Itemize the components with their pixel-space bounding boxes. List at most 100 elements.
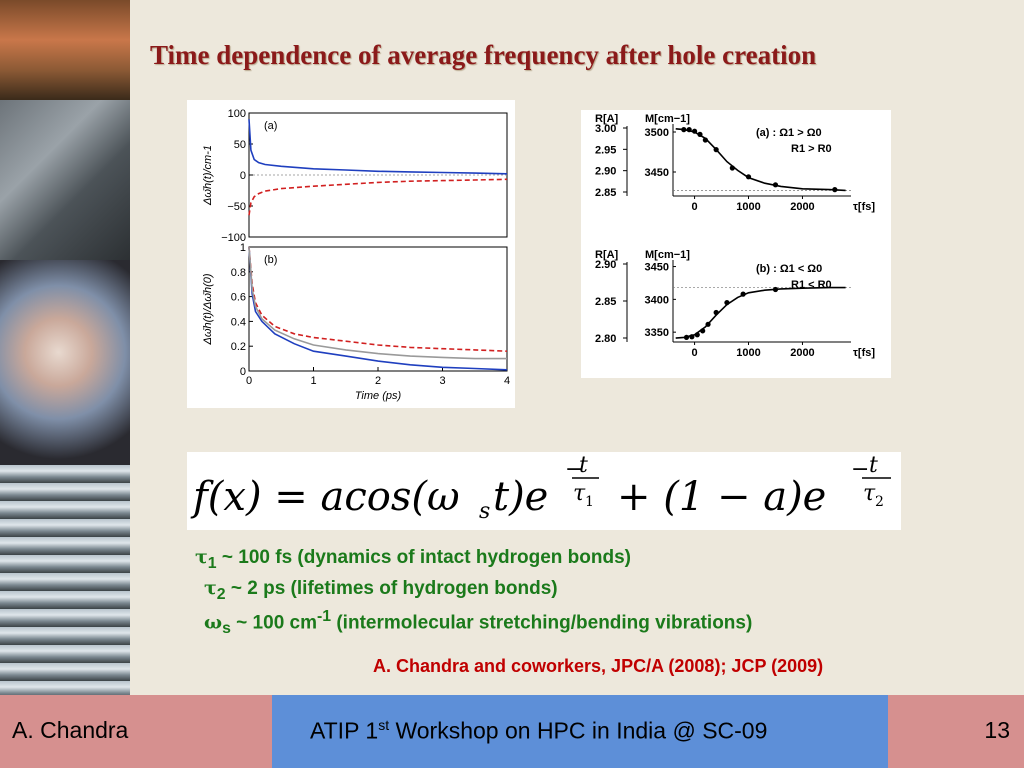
bullet-omega: ωs ~ 100 cm-1 (intermolecular stretching… [204,608,752,638]
chart-c: 0 1000 2000 τ[fs] 3500 3450 M[cm−1] 3.00 2.95 2.9… [595,113,875,213]
y-axis-label: Δω̄h(t)/cm-1 [202,145,214,206]
r-tick-label: 2.90 [595,259,616,271]
chart-a: 100 50 0 −50 −100 (a) Δω̄h(t)/cm-1 [202,108,508,244]
bullet-tau2: τ2 ~ 2 ps (lifetimes of hydrogen bonds) [204,577,558,604]
slide-title: Time dependence of average frequency aft… [150,40,817,70]
m-axis-label: M[cm−1] [645,113,690,125]
m-tick-label: 3450 [645,167,669,179]
formula-svg: f(x) = acos(ω s t)e − t τ 1 + (1 − a)e −… [190,453,891,524]
formula-exp2-minus: − [851,457,869,482]
data-point [772,182,779,188]
data-point [686,127,692,133]
plot-frame [248,246,508,372]
formula-mid2: + (1 − a)e [617,474,826,520]
y-tick-label: 0.6 [231,292,246,304]
footer-author-box: A. Chandra [0,695,272,768]
data-point [683,334,690,341]
formula-exp1-den-sub: 1 [585,494,594,510]
y-tick-label: 0 [240,366,246,378]
y-tick-label: −50 [227,201,246,213]
formula-lhs: f(x) = acos(ω [190,474,460,520]
formula-exp1-num: t [579,453,588,478]
formula-exp2-num: t [869,453,878,478]
series-line-0 [248,246,508,371]
chart-b: 1 0.8 0.6 0.4 0.2 00 1 2 3 4 (b) Δω̄h(t)/Δω̄h(0) Tim… [202,242,510,402]
r-tick-label: 2.90 [595,166,616,178]
data-point [691,128,698,134]
r-tick-label: 3.00 [595,123,616,135]
chart-left-svg: 100 50 0 −50 −100 (a) Δω̄h(t)/cm-1 1 0.8 0.6 0.4 0… [202,108,510,402]
data-point [689,334,695,340]
bullet-tau1: τ1 ~ 100 fs (dynamics of intact hydrogen… [195,546,631,573]
omega-sub: s [222,620,231,638]
data-point [702,137,708,143]
data-point [745,174,752,180]
series-line-0 [248,119,508,175]
r-tick-label: 2.95 [595,144,616,156]
footer-event-a: ATIP 1 [310,717,379,744]
x-tick-label: 1 [310,375,316,387]
y-axis-label: Δω̄h(t)/Δω̄h(0) [202,273,214,345]
data-point [705,321,711,327]
data-point [740,291,746,297]
y-tick-label: −100 [221,232,246,244]
x-axis-label: Time (ps) [355,390,402,402]
panel-label: (b) : Ω1 < Ω0 [756,263,822,275]
x-tick-label: 4 [504,375,510,387]
tau2-text: ~ 2 ps (lifetimes of hydrogen bonds) [225,578,558,599]
x-tick-label: 1000 [736,201,760,213]
footer-author: A. Chandra [12,717,129,743]
panel-label: (a) [264,120,277,132]
tau1-sub: 1 [207,554,217,572]
omega-text-b: (intermolecular stretching/bending vibra… [331,612,753,634]
omega-symbol: ω [204,611,223,634]
series-line-2 [248,246,507,360]
r-axis-label: R[A] [595,113,619,125]
formula-exp1-den: τ [573,481,586,506]
r-tick-label: 2.80 [595,333,616,345]
x-tick-label: 2 [375,375,381,387]
m-tick-label: 3350 [645,327,669,339]
r-tick-label: 2.85 [595,296,616,308]
y-tick-label: 0 [240,170,246,182]
x-tick-label: 1000 [736,347,760,359]
data-point [694,332,700,338]
data-point [724,300,730,306]
formula-mid1: t)e [493,474,548,520]
formula-sub-s: s [479,499,490,524]
y-tick-label: 0.8 [231,267,246,279]
r-tick-label: 2.85 [595,187,616,199]
x-tick-label: 0 [692,201,698,213]
page-number: 13 [984,717,1010,743]
tau2-sub: 2 [216,585,226,603]
photo-collage-sidebar [0,0,130,695]
reference-citation: A. Chandra and coworkers, JPC/A (2008); … [373,656,824,676]
panel-label: (b) [264,254,277,266]
m-tick-label: 3450 [645,262,669,274]
x-tick-label: 3 [439,375,445,387]
building-photo [0,100,130,260]
data-point [772,286,779,293]
tau1-symbol: τ [195,546,208,568]
chart-panel-right: 0 1000 2000 τ[fs] 3500 3450 M[cm−1] 3.00 2.95 2.9… [581,110,891,378]
x-tick-label: 0 [692,347,698,359]
omega-text-a: ~ 100 cm [230,612,317,634]
x-tick-label: 2000 [790,347,814,359]
formula-box: f(x) = acos(ω s t)e − t τ 1 + (1 − a)e −… [187,452,901,530]
slide-footer: A. Chandra ATIP 1st Workshop on HPC in I… [0,695,1024,768]
y-tick-label: 0.4 [231,316,246,328]
x-tick-label: 2000 [790,201,814,213]
y-tick-label: 1 [240,242,246,254]
omega-sup: -1 [317,608,332,625]
y-tick-label: 100 [228,108,246,120]
formula-exp1-minus: − [565,457,583,482]
data-point [729,165,735,171]
tau1-text: ~ 100 fs (dynamics of intact hydrogen bo… [216,547,631,568]
y-tick-label: 50 [234,139,246,151]
footer-event: ATIP 1st Workshop on HPC in India @ SC-0… [310,717,767,745]
series-line-1 [248,178,508,216]
formula-exp2-den: τ [863,481,876,506]
panel-label: (a) : Ω1 > Ω0 [756,127,822,139]
footer-event-b: Workshop on HPC in India @ SC-09 [389,717,768,744]
data-point [681,127,687,133]
